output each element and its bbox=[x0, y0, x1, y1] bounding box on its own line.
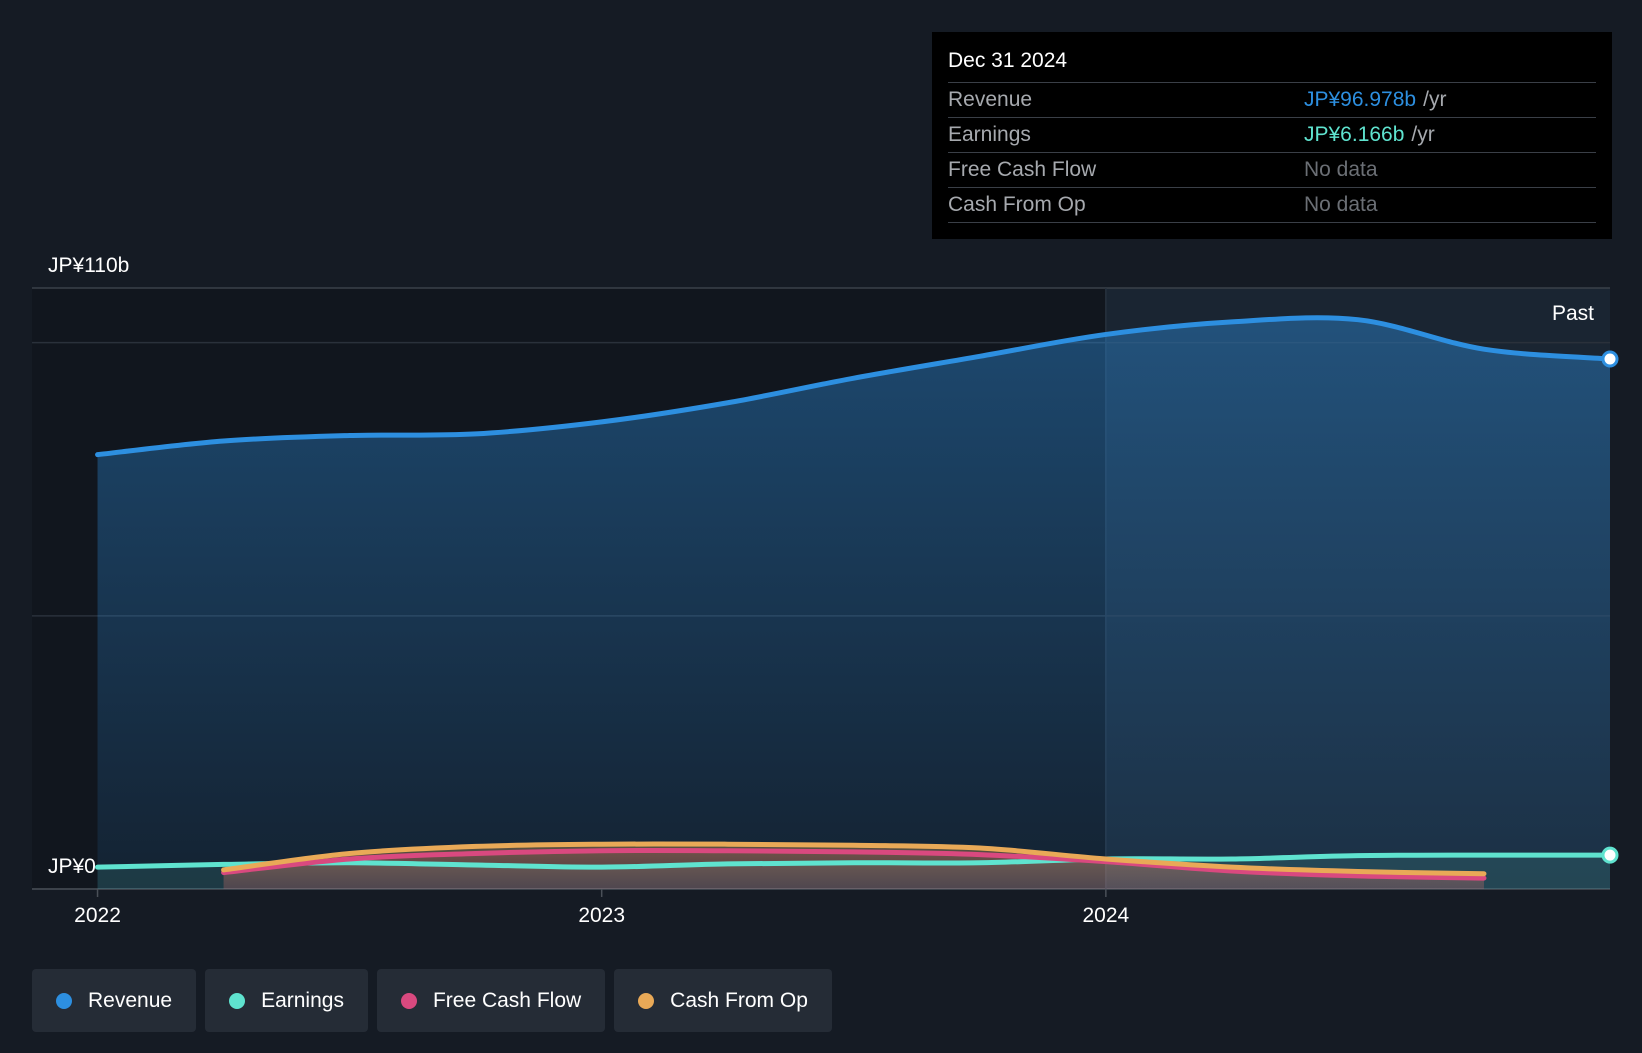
chart-legend: Revenue Earnings Free Cash Flow Cash Fro… bbox=[32, 969, 832, 1032]
tooltip-row-earnings: Earnings JP¥6.166b /yr bbox=[948, 118, 1596, 153]
x-tick-label: 2023 bbox=[578, 904, 625, 927]
tooltip-label: Free Cash Flow bbox=[948, 158, 1097, 181]
revenue-end-point bbox=[1601, 350, 1619, 368]
legend-label: Cash From Op bbox=[670, 988, 808, 1012]
tooltip-date: Dec 31 2024 bbox=[948, 46, 1596, 83]
tooltip-label: Earnings bbox=[948, 123, 1031, 146]
tooltip-unit: /yr bbox=[1423, 88, 1447, 111]
legend-item-cash-from-op[interactable]: Cash From Op bbox=[614, 969, 832, 1032]
tooltip-value: No data bbox=[1304, 193, 1378, 216]
revenue-line bbox=[95, 315, 1613, 458]
tooltip-value: JP¥6.166b bbox=[1304, 123, 1405, 146]
earnings-line bbox=[95, 852, 1613, 870]
cash-from-op-dot-icon bbox=[638, 992, 655, 1009]
y-tick-label: JP¥110b bbox=[48, 254, 129, 277]
legend-label: Revenue bbox=[88, 988, 173, 1012]
tooltip-unit: /yr bbox=[1411, 123, 1435, 146]
tooltip-panel: Dec 31 2024 Revenue JP¥96.978b /yr Earni… bbox=[932, 32, 1612, 239]
x-tick-label: 2022 bbox=[74, 904, 121, 927]
past-label: Past bbox=[1552, 302, 1594, 325]
legend-item-revenue[interactable]: Revenue bbox=[32, 969, 197, 1032]
tooltip-label: Revenue bbox=[948, 88, 1033, 111]
tooltip-row-cash-from-op: Cash From Op No data bbox=[948, 188, 1596, 223]
free-cash-flow-line bbox=[221, 848, 1487, 881]
cash-from-op-area bbox=[223, 843, 1484, 889]
legend-item-earnings[interactable]: Earnings bbox=[205, 969, 368, 1032]
x-tick-label: 2024 bbox=[1082, 904, 1129, 927]
free-cash-flow-dot-icon bbox=[400, 992, 417, 1009]
cash-from-op-line bbox=[221, 841, 1487, 877]
tooltip-value: No data bbox=[1304, 158, 1378, 181]
y-tick-label: JP¥0 bbox=[48, 855, 96, 878]
tooltip-row-free-cash-flow: Free Cash Flow No data bbox=[948, 153, 1596, 188]
earnings-dot-icon bbox=[229, 992, 246, 1009]
tooltip-row-revenue: Revenue JP¥96.978b /yr bbox=[948, 83, 1596, 118]
tooltip-label: Cash From Op bbox=[948, 193, 1086, 216]
revenue-dot-icon bbox=[56, 992, 72, 1009]
revenue-area bbox=[97, 317, 1611, 890]
legend-label: Earnings bbox=[261, 988, 344, 1012]
earnings-end-point bbox=[1601, 846, 1619, 864]
legend-label: Free Cash Flow bbox=[432, 988, 582, 1012]
tooltip-value: JP¥96.978b bbox=[1304, 88, 1417, 111]
legend-item-free-cash-flow[interactable]: Free Cash Flow bbox=[376, 969, 606, 1032]
